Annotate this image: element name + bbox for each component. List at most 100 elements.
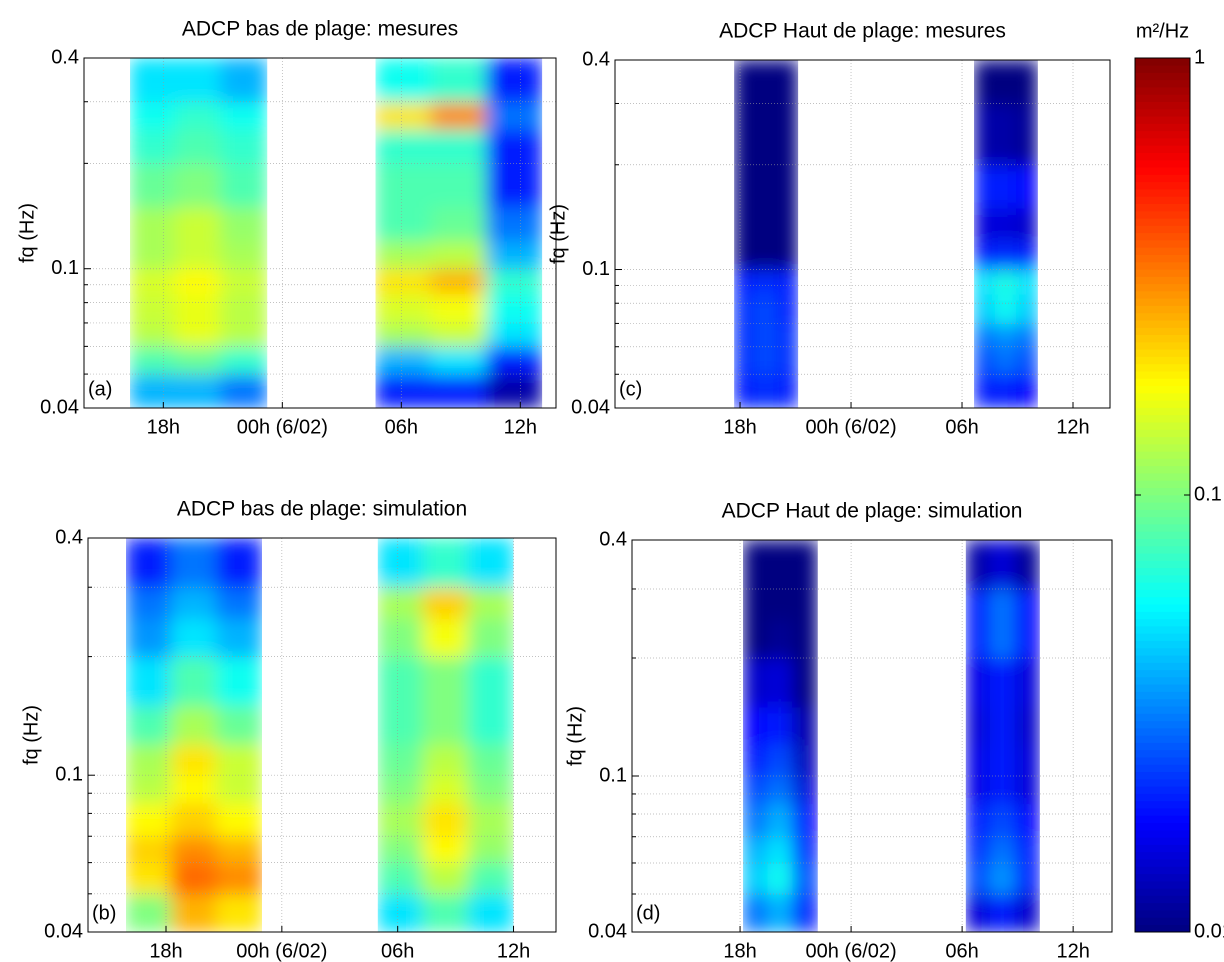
colorbar-swatch xyxy=(1135,108,1190,117)
colorbar-swatch xyxy=(1135,298,1190,306)
heat-cell xyxy=(1014,775,1040,805)
heat-cell xyxy=(994,269,1018,295)
data-block xyxy=(965,540,1040,932)
colorbar-swatch xyxy=(1135,400,1190,408)
heat-cell xyxy=(130,373,176,408)
heat-cell xyxy=(974,102,996,132)
colorbar-swatch xyxy=(1135,494,1190,503)
colorbar-swatch xyxy=(1135,203,1190,212)
colorbar-label: m²/Hz xyxy=(1136,20,1189,42)
heat-cell xyxy=(126,538,172,588)
colorbar-swatch xyxy=(1135,137,1190,146)
x-tick-label: 12h xyxy=(1056,940,1089,962)
x-tick-label: 12h xyxy=(504,416,537,438)
heat-cell xyxy=(377,617,424,658)
heat-cell xyxy=(130,268,176,294)
heat-cell xyxy=(216,835,262,864)
axes-frame xyxy=(614,59,1111,409)
heat-cell xyxy=(965,803,991,838)
heat-cell xyxy=(377,802,424,837)
heat-cell xyxy=(989,540,1016,590)
heat-cell xyxy=(1016,241,1038,271)
heat-cell xyxy=(216,774,262,804)
heat-cell xyxy=(767,775,794,805)
heat-cell xyxy=(467,705,514,745)
heat-cell xyxy=(170,705,218,745)
colorbar-swatch xyxy=(1135,727,1190,736)
heat-cell xyxy=(1014,836,1040,864)
x-tick-label: 00h (6/02) xyxy=(236,940,327,962)
heat-cell xyxy=(377,586,424,619)
panel-label: (b) xyxy=(92,902,116,924)
colorbar-swatch xyxy=(1135,145,1190,153)
heat-cell xyxy=(216,862,262,895)
title: ADCP Haut de plage: mesures xyxy=(719,20,1006,43)
title: ADCP Haut de plage: simulation xyxy=(722,500,1023,523)
data-block xyxy=(377,538,514,932)
colorbar-swatch xyxy=(1135,465,1190,474)
heat-cell xyxy=(486,345,543,375)
heat-cell xyxy=(430,58,488,103)
heat-cell xyxy=(220,322,268,347)
colorbar-swatch xyxy=(1135,225,1190,234)
x-tick-label: 06h xyxy=(381,940,414,962)
heat-cell xyxy=(375,240,432,270)
heat-cell xyxy=(776,207,799,243)
heat-cell xyxy=(743,775,769,805)
colorbar-swatch xyxy=(1135,698,1190,707)
heat-cell xyxy=(486,240,543,270)
heat-cell xyxy=(767,893,794,932)
heat-cell xyxy=(767,862,794,895)
heat-cell xyxy=(422,802,469,837)
colorbar-swatch xyxy=(1135,691,1190,700)
heat-cell xyxy=(1016,130,1038,166)
y-tick-label: 0.1 xyxy=(582,258,610,280)
colorbar-swatch xyxy=(1135,858,1190,867)
colorbar-swatch xyxy=(1135,771,1190,780)
colorbar-swatch xyxy=(1135,334,1190,343)
heat-cell xyxy=(1016,102,1038,132)
heat-cell xyxy=(965,619,991,659)
heat-cell xyxy=(754,241,778,271)
heat-cell xyxy=(216,538,262,588)
y-tick-label: 0.1 xyxy=(51,257,79,279)
colorbar-swatch xyxy=(1135,866,1190,875)
heat-cell xyxy=(754,269,778,295)
colorbar-swatch xyxy=(1135,676,1190,685)
heat-cell xyxy=(486,373,543,408)
heat-cell xyxy=(130,240,176,270)
heat-cell xyxy=(375,322,432,347)
colorbar-swatch xyxy=(1135,538,1190,547)
colorbar-swatch xyxy=(1135,232,1190,241)
heat-cell xyxy=(377,862,424,895)
colorbar-swatch xyxy=(1135,654,1190,663)
heat-cell xyxy=(989,862,1016,895)
data-block xyxy=(375,58,543,408)
heat-cell xyxy=(220,101,268,130)
heat-cell xyxy=(170,743,218,776)
y-tick-label: 0.4 xyxy=(55,526,83,548)
colorbar-swatch xyxy=(1135,888,1190,896)
colorbar-swatch xyxy=(1135,705,1190,714)
heat-cell xyxy=(994,346,1018,375)
heat-cell xyxy=(792,619,818,659)
heat-cell xyxy=(1014,540,1040,590)
heat-cell xyxy=(974,293,996,324)
heat-cell xyxy=(1016,164,1038,209)
colorbar-tick-label: 1 xyxy=(1194,46,1205,68)
axes-frame xyxy=(83,57,557,409)
colorbar-swatch xyxy=(1135,516,1190,525)
heat-cell xyxy=(174,373,222,408)
colorbar-swatch xyxy=(1135,880,1190,889)
heat-cell xyxy=(220,268,268,294)
heat-cell xyxy=(467,617,514,658)
heat-cell xyxy=(377,705,424,745)
heat-cell xyxy=(776,60,799,104)
heat-cell xyxy=(776,102,799,132)
heat-cell xyxy=(754,346,778,375)
colorbar-swatch xyxy=(1135,778,1190,787)
heat-cell xyxy=(170,862,218,895)
heat-cell xyxy=(1016,293,1038,324)
heat-cell xyxy=(989,706,1016,746)
colorbar-swatch xyxy=(1135,567,1190,576)
